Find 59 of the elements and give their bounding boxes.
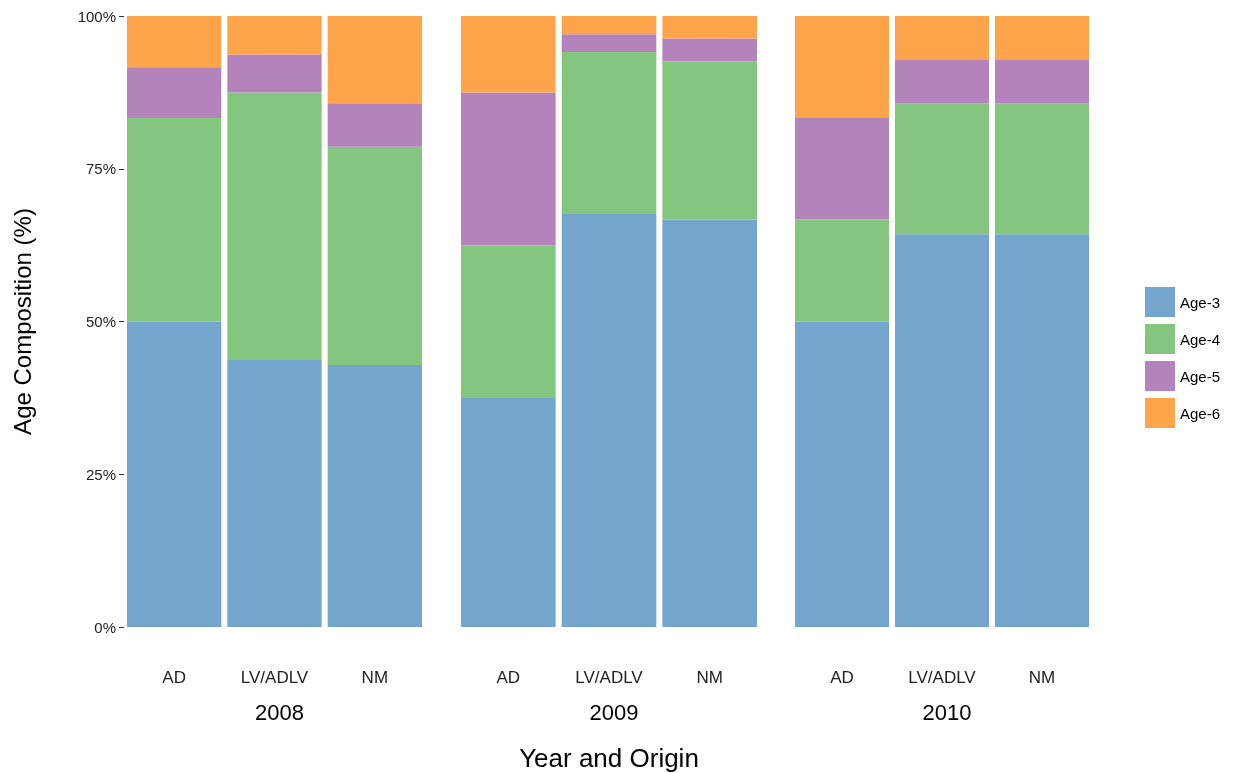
bar [795, 16, 889, 119]
y-tick-label: 25% [85, 465, 116, 483]
y-tick-label: 75% [85, 160, 116, 178]
bar [561, 213, 657, 627]
legend-label: Age-5 [1180, 367, 1221, 385]
bar [561, 52, 657, 214]
bar [127, 16, 222, 68]
bar [795, 118, 889, 220]
bar [327, 146, 422, 365]
bar [461, 245, 556, 398]
x-tick-label: AD [162, 668, 186, 687]
bar [227, 359, 322, 627]
x-tick-label: AD [830, 668, 854, 687]
bar [127, 67, 222, 119]
bar [127, 118, 222, 322]
bar [895, 16, 989, 60]
x-axis-title: Year and Origin [519, 743, 699, 773]
bar [127, 321, 222, 627]
x-tick-label: AD [496, 668, 521, 687]
y-tick-label: 0% [94, 618, 116, 636]
text: 2008 [255, 699, 304, 725]
bar [561, 34, 657, 53]
y-tick-label: 50% [85, 313, 116, 330]
bar [895, 234, 989, 627]
bar [662, 16, 757, 39]
bar [995, 59, 1089, 104]
legend-label: Age-4 [1180, 330, 1221, 348]
bar [461, 16, 556, 93]
text: 2009 [589, 699, 639, 725]
bar [561, 16, 657, 35]
bar [327, 103, 422, 147]
legend-label: Age-3 [1180, 293, 1221, 311]
bar [327, 16, 422, 104]
bar [995, 234, 1089, 627]
bar [461, 92, 556, 246]
y-axis-title: Age Composition (%) [8, 208, 36, 435]
bar [795, 219, 889, 322]
x-tick-label: LV/ADLV [240, 668, 309, 687]
bar [995, 16, 1089, 60]
bar [662, 61, 757, 220]
bar [227, 92, 322, 360]
bar [895, 59, 989, 104]
text: 2010 [922, 699, 972, 725]
bar [227, 16, 322, 55]
legend-label: Age-6 [1180, 404, 1221, 422]
x-tick-label: NM [361, 668, 389, 687]
bar [662, 219, 757, 627]
x-tick-label: LV/ADLV [908, 668, 977, 687]
x-tick-label: NM [1028, 668, 1056, 687]
bar [227, 54, 322, 93]
bar [995, 103, 1089, 235]
y-tick-label: 100% [77, 7, 116, 25]
bar [461, 397, 556, 627]
bar [662, 38, 757, 62]
x-tick-label: LV/ADLV [575, 668, 644, 687]
bar [895, 103, 989, 235]
bar [795, 321, 889, 627]
x-tick-label: NM [696, 668, 723, 687]
bar [327, 364, 422, 627]
